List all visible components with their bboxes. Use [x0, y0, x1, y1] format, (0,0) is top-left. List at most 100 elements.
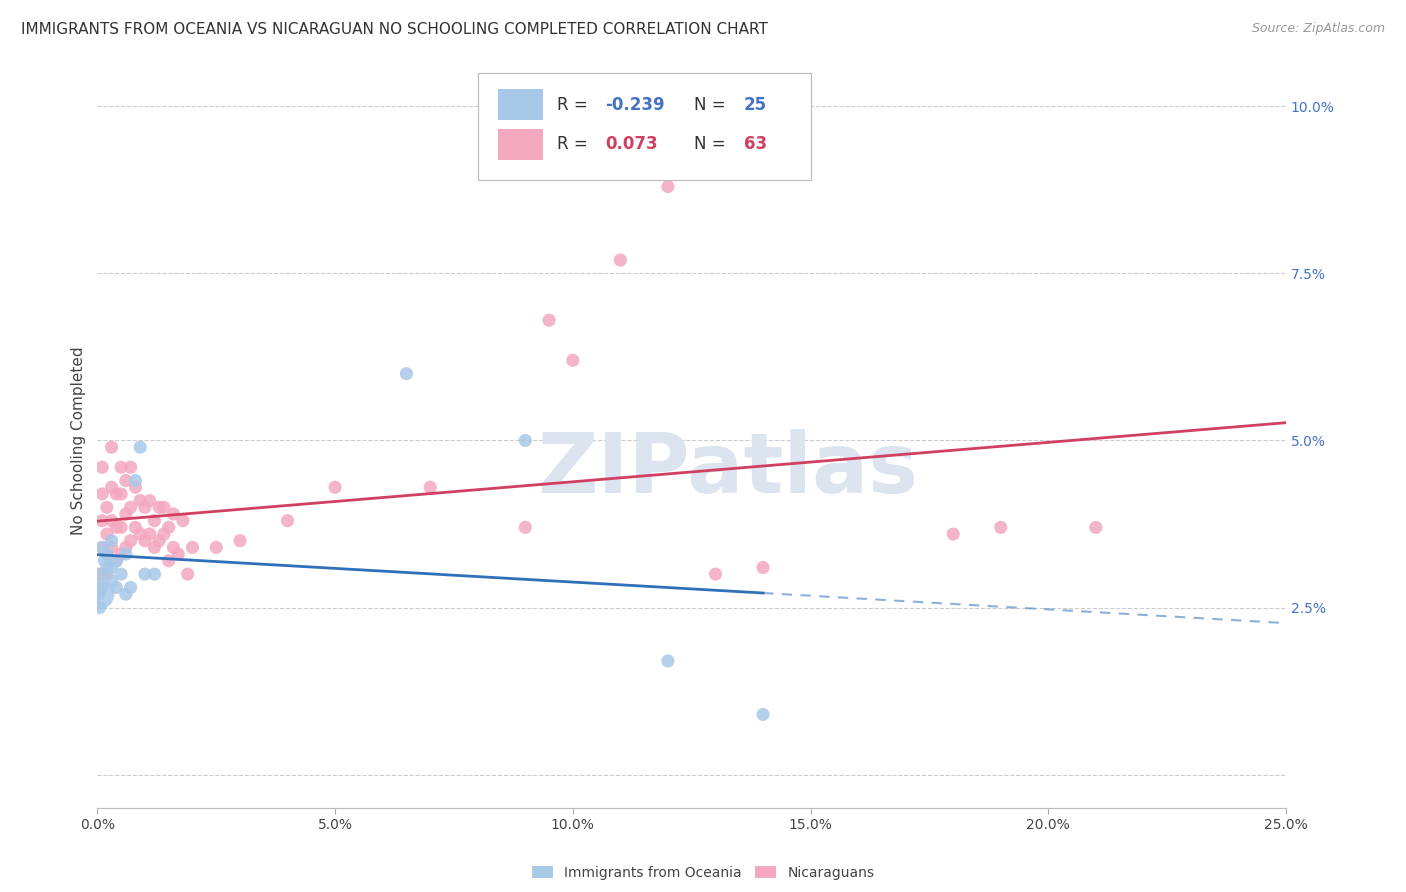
- Point: [115, 474, 138, 488]
- Point: [105, 487, 128, 501]
- Point: [143, 541, 166, 555]
- Point: [138, 493, 160, 508]
- Point: [205, 541, 228, 555]
- Point: [561, 353, 583, 368]
- Point: [87, 587, 110, 601]
- Point: [134, 567, 156, 582]
- Text: 25: 25: [744, 95, 768, 113]
- Point: [990, 520, 1012, 534]
- Point: [515, 434, 537, 448]
- Point: [148, 500, 170, 515]
- Point: [115, 547, 138, 561]
- Point: [110, 547, 132, 561]
- Point: [609, 253, 631, 268]
- Point: [91, 541, 114, 555]
- Point: [657, 654, 679, 668]
- Point: [124, 474, 146, 488]
- Point: [153, 500, 176, 515]
- Point: [91, 460, 114, 475]
- FancyBboxPatch shape: [498, 128, 543, 160]
- Point: [162, 541, 184, 555]
- Point: [100, 533, 122, 548]
- Point: [110, 460, 132, 475]
- Point: [96, 500, 118, 515]
- Point: [323, 480, 346, 494]
- Point: [100, 541, 122, 555]
- Point: [105, 554, 128, 568]
- FancyBboxPatch shape: [478, 73, 810, 179]
- Point: [91, 541, 114, 555]
- Point: [229, 533, 252, 548]
- Point: [93, 554, 115, 568]
- Point: [105, 554, 128, 568]
- Point: [96, 527, 118, 541]
- Point: [143, 567, 166, 582]
- Point: [89, 567, 111, 582]
- Point: [419, 480, 441, 494]
- Text: -0.239: -0.239: [605, 95, 665, 113]
- Point: [752, 560, 775, 574]
- Text: ZIPatlas: ZIPatlas: [537, 429, 918, 510]
- Text: R =: R =: [557, 136, 593, 153]
- Point: [100, 514, 122, 528]
- Point: [96, 567, 118, 582]
- Point: [100, 574, 122, 588]
- Point: [167, 547, 190, 561]
- Point: [115, 587, 138, 601]
- Point: [91, 567, 114, 582]
- Point: [89, 600, 111, 615]
- Point: [538, 313, 561, 327]
- Text: Source: ZipAtlas.com: Source: ZipAtlas.com: [1251, 22, 1385, 36]
- Point: [115, 507, 138, 521]
- Point: [100, 480, 122, 494]
- Point: [129, 527, 152, 541]
- Point: [134, 533, 156, 548]
- Point: [148, 533, 170, 548]
- Text: IMMIGRANTS FROM OCEANIA VS NICARAGUAN NO SCHOOLING COMPLETED CORRELATION CHART: IMMIGRANTS FROM OCEANIA VS NICARAGUAN NO…: [21, 22, 768, 37]
- Point: [129, 493, 152, 508]
- Point: [110, 487, 132, 501]
- Point: [87, 587, 110, 601]
- Point: [110, 520, 132, 534]
- Text: R =: R =: [557, 95, 593, 113]
- Point: [115, 541, 138, 555]
- Point: [143, 514, 166, 528]
- Text: N =: N =: [695, 136, 731, 153]
- Point: [120, 581, 142, 595]
- Point: [942, 527, 965, 541]
- Point: [153, 527, 176, 541]
- Point: [120, 533, 142, 548]
- Legend: Immigrants from Oceania, Nicaraguans: Immigrants from Oceania, Nicaraguans: [526, 860, 880, 885]
- Point: [138, 527, 160, 541]
- Point: [120, 460, 142, 475]
- Point: [124, 520, 146, 534]
- Point: [176, 567, 198, 582]
- Point: [181, 541, 204, 555]
- Text: 63: 63: [744, 136, 768, 153]
- Point: [100, 560, 122, 574]
- Point: [96, 547, 118, 561]
- Point: [1084, 520, 1107, 534]
- Point: [124, 480, 146, 494]
- Point: [172, 514, 194, 528]
- Point: [129, 440, 152, 454]
- Point: [120, 500, 142, 515]
- Point: [657, 179, 679, 194]
- Point: [134, 500, 156, 515]
- Point: [162, 507, 184, 521]
- Point: [91, 581, 114, 595]
- Point: [157, 520, 180, 534]
- Point: [105, 520, 128, 534]
- Point: [105, 581, 128, 595]
- FancyBboxPatch shape: [498, 89, 543, 120]
- Point: [96, 560, 118, 574]
- Point: [157, 554, 180, 568]
- Point: [704, 567, 727, 582]
- Point: [91, 487, 114, 501]
- Point: [752, 707, 775, 722]
- Point: [96, 547, 118, 561]
- Text: 0.073: 0.073: [605, 136, 658, 153]
- Point: [100, 440, 122, 454]
- Text: N =: N =: [695, 95, 731, 113]
- Point: [515, 520, 537, 534]
